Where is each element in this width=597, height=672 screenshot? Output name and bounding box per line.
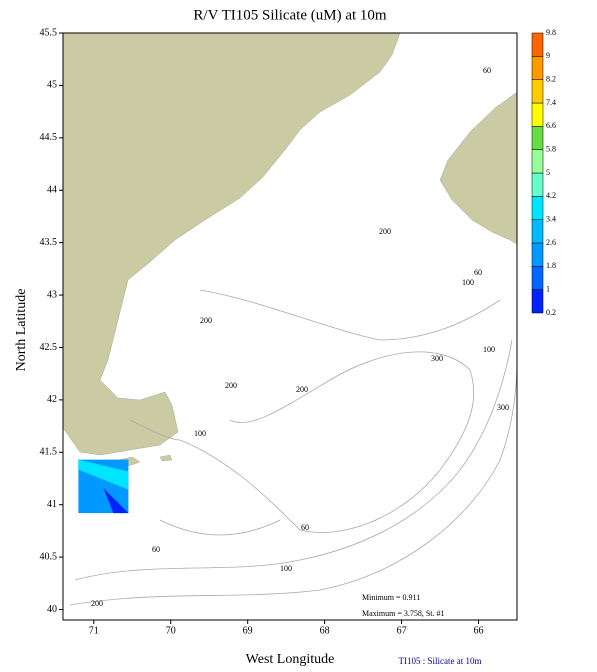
colorbar-segment <box>531 149 544 174</box>
colorbar-segment <box>531 266 544 290</box>
y-tick-label: 43.5 <box>40 237 58 248</box>
contour-label: 200 <box>91 599 103 608</box>
data-region <box>103 488 129 514</box>
x-tick-label: 66 <box>474 625 484 636</box>
y-tick-label: 45 <box>47 80 57 91</box>
colorbar-segment <box>531 242 544 267</box>
y-tick-label: 42.5 <box>40 342 58 353</box>
y-tick-label: 41 <box>47 499 57 510</box>
colorbar-label: 3.4 <box>546 214 556 223</box>
contour <box>199 289 501 341</box>
contour-label: 60 <box>474 268 482 277</box>
contour-label: 300 <box>497 403 509 412</box>
contour-label: 100 <box>462 278 474 287</box>
colorbar-segment <box>531 79 544 104</box>
colorbar-label: 1.8 <box>546 261 556 270</box>
map-area <box>62 32 518 620</box>
land <box>62 32 401 456</box>
y-tick-label: 41.5 <box>40 447 58 458</box>
colorbar-label: 5 <box>546 168 550 177</box>
colorbar-label: 5.8 <box>546 144 556 153</box>
contour-label: 300 <box>431 354 443 363</box>
contour <box>159 519 281 536</box>
land <box>159 454 173 462</box>
colorbar-segment <box>531 32 544 57</box>
x-tick-label: 71 <box>89 625 99 636</box>
colorbar-segment <box>531 219 544 244</box>
colorbar-label: 9.8 <box>546 28 556 37</box>
colorbar-segment <box>531 56 544 80</box>
colorbar-label: 7.4 <box>546 98 556 107</box>
contour-label: 60 <box>483 66 491 75</box>
y-tick-label: 45.5 <box>40 27 58 38</box>
colorbar-label: 6.6 <box>546 121 556 130</box>
colorbar-segment <box>531 102 544 127</box>
y-tick-label: 40.5 <box>40 551 58 562</box>
y-axis-label: North Latitude <box>14 289 29 372</box>
contour-label: 60 <box>152 545 160 554</box>
x-tick-label: 67 <box>397 625 407 636</box>
contour-label: 100 <box>194 429 206 438</box>
contour-label: 200 <box>379 227 391 236</box>
colorbar-segment <box>531 196 544 220</box>
colorbar-segment <box>531 172 544 197</box>
contour <box>69 359 518 606</box>
contour <box>74 339 513 581</box>
x-axis-label: West Longitude <box>246 652 335 667</box>
colorbar-label: 0.2 <box>546 308 556 317</box>
chart-title: R/V TI105 Silicate (uM) at 10m <box>193 7 387 23</box>
data-region <box>78 459 129 490</box>
contour <box>129 419 181 441</box>
x-tick-label: 70 <box>166 625 176 636</box>
contour-label: 100 <box>483 345 495 354</box>
y-tick-label: 40 <box>47 604 57 615</box>
x-tick-label: 69 <box>243 625 253 636</box>
contour-label: 200 <box>296 385 308 394</box>
colorbar-label: 4.2 <box>546 191 556 200</box>
annotation: Maximum = 3.758, St. #1 <box>362 609 445 618</box>
contour-label: 100 <box>280 564 292 573</box>
colorbar-segment <box>531 289 544 314</box>
contour-label: 200 <box>225 381 237 390</box>
colorbar-label: 2.6 <box>546 238 556 247</box>
contour <box>179 351 475 533</box>
y-tick-label: 44.5 <box>40 132 58 143</box>
contour-label: 60 <box>301 523 309 532</box>
colorbar-label: 1 <box>546 284 550 293</box>
y-tick-label: 42 <box>47 394 57 405</box>
colorbar-label: 9 <box>546 51 550 60</box>
y-tick-label: 43 <box>47 289 57 300</box>
annotation: Minimum = 0.911 <box>362 593 420 602</box>
frame <box>62 32 518 621</box>
colorbar-label: 8.2 <box>546 74 556 83</box>
contour-label: 200 <box>200 316 212 325</box>
y-tick-label: 44 <box>47 185 57 196</box>
land <box>439 91 518 245</box>
colorbar-segment <box>531 126 544 150</box>
x-tick-label: 68 <box>320 625 330 636</box>
footer: TI105 : Silicate at 10m <box>399 656 482 666</box>
